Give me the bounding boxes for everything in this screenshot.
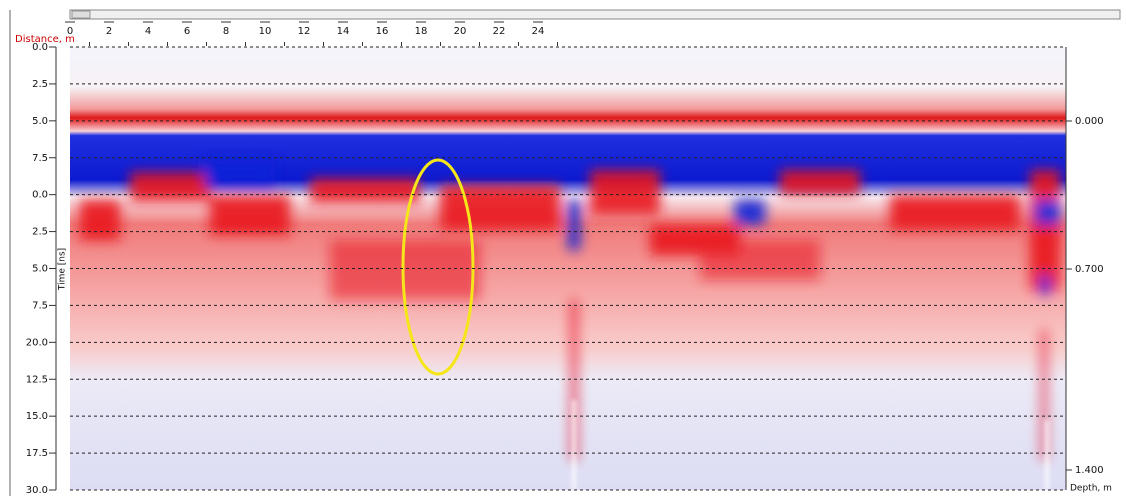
top-axis-label: Distance, m bbox=[15, 34, 75, 45]
highlight-ellipse bbox=[401, 158, 475, 376]
left-tick-label: 0.0 bbox=[32, 190, 48, 201]
top-tick-label: 12 bbox=[298, 26, 311, 37]
left-tick-label: 30.0 bbox=[26, 485, 48, 496]
left-tick-label: 5.0 bbox=[32, 116, 48, 127]
left-tick-label: 7.5 bbox=[32, 300, 48, 311]
right-tick-label: 1.400 bbox=[1075, 465, 1104, 476]
top-tick-label: 6 bbox=[184, 26, 190, 37]
top-tick-label: 0 bbox=[67, 26, 73, 37]
right-tick-label: 0.000 bbox=[1075, 116, 1104, 127]
left-axis-label: Time [ns] bbox=[58, 248, 68, 291]
left-tick-label: 15.0 bbox=[26, 411, 48, 422]
left-tick-label: 2.5 bbox=[32, 79, 48, 90]
top-tick-label: 24 bbox=[532, 26, 545, 37]
scroll-thumb[interactable] bbox=[71, 10, 91, 19]
left-tick-label: 7.5 bbox=[32, 153, 48, 164]
top-tick-label: 2 bbox=[106, 26, 112, 37]
left-tick-label: 2.5 bbox=[32, 227, 48, 238]
top-tick-label: 22 bbox=[493, 26, 506, 37]
top-tick-label: 16 bbox=[376, 26, 389, 37]
top-tick-label: 18 bbox=[415, 26, 428, 37]
right-axis-label: Depth, m bbox=[1070, 484, 1112, 494]
top-tick-label: 4 bbox=[145, 26, 151, 37]
left-tick-label: 20.0 bbox=[26, 337, 48, 348]
top-tick-label: 10 bbox=[259, 26, 272, 37]
top-tick-label: 14 bbox=[337, 26, 350, 37]
left-tick-label: 5.0 bbox=[32, 264, 48, 275]
left-tick-label: 12.5 bbox=[26, 374, 48, 385]
left-tick-label: 17.5 bbox=[26, 448, 48, 459]
top-tick-label: 20 bbox=[454, 26, 467, 37]
left-tick-label: 0.0 bbox=[32, 42, 48, 53]
scrollbar[interactable] bbox=[69, 9, 1121, 20]
right-tick-label: 0.700 bbox=[1075, 264, 1104, 275]
top-tick-label: 8 bbox=[223, 26, 229, 37]
